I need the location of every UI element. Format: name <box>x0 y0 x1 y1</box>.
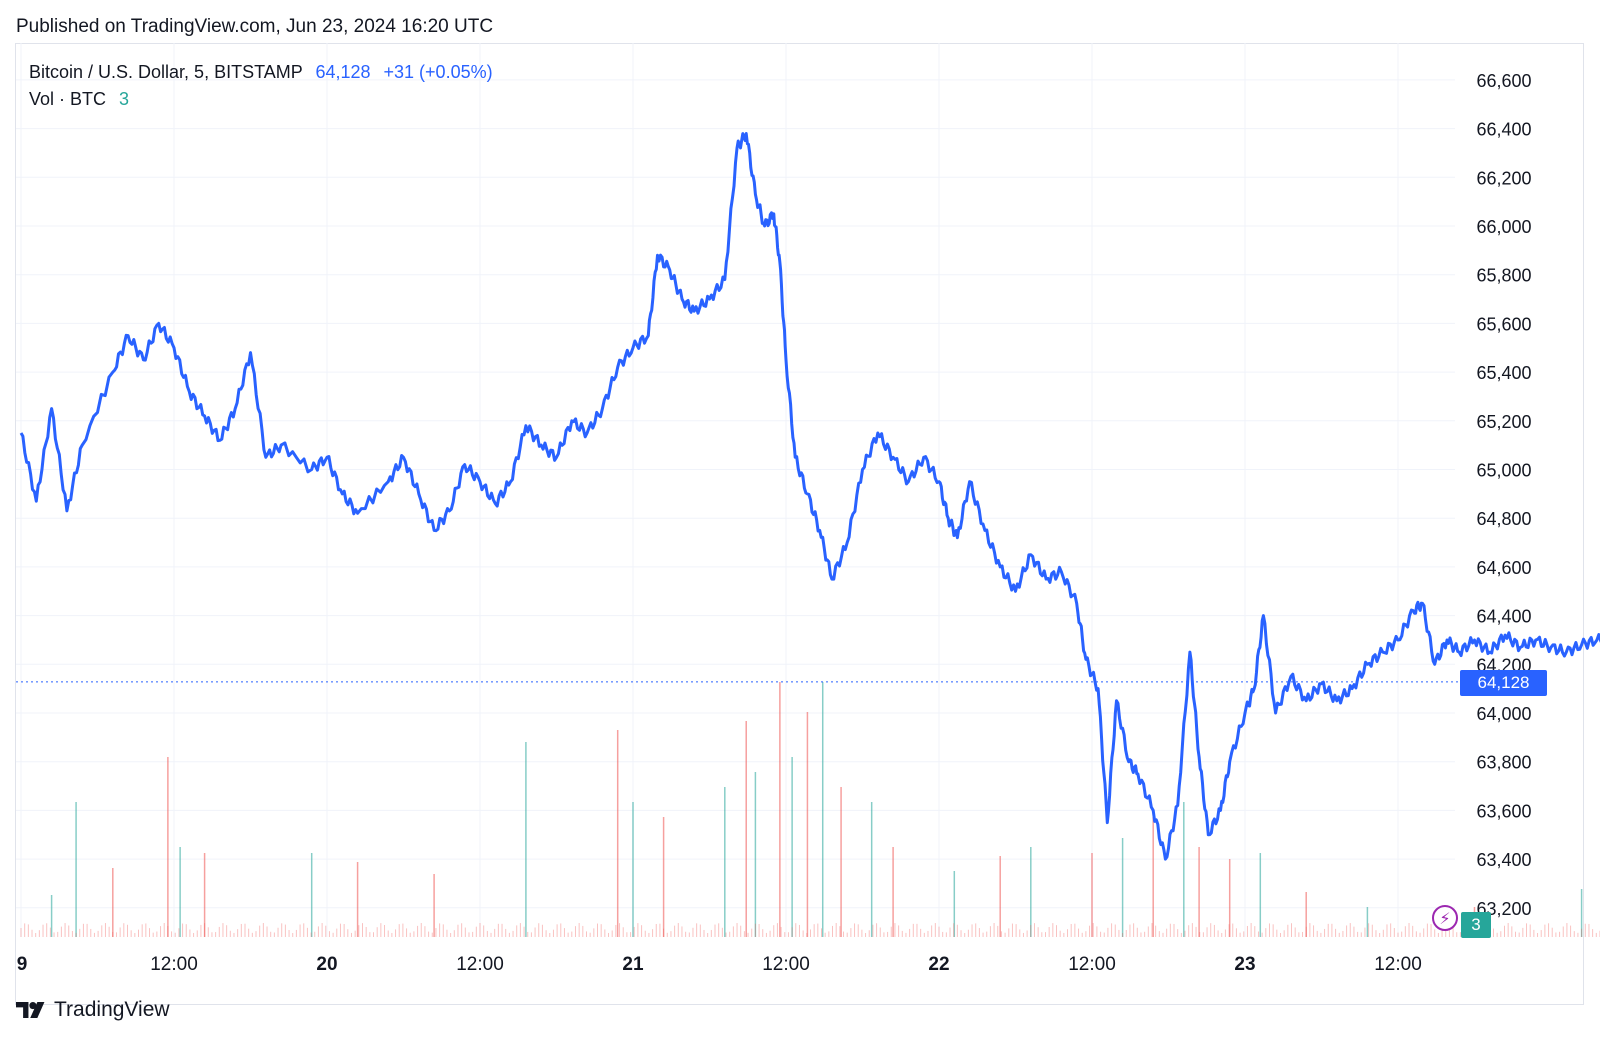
y-tick-label: 65,400 <box>1476 363 1531 383</box>
chart-frame[interactable] <box>15 43 1584 1005</box>
y-axis-labels: 66,600 66,400 66,200 66,000 65,800 65,600 65,4… <box>1476 71 1531 919</box>
y-tick-label: 65,200 <box>1476 412 1531 432</box>
x-tick-label: 12:00 <box>1068 954 1116 975</box>
x-axis-labels: 9 12:00 20 12:00 21 12:00 22 12:00 23 12:00 <box>17 954 1422 975</box>
volume-bars <box>20 682 1600 937</box>
legend-price: 64,128 <box>315 62 371 82</box>
volume-label[interactable]: Vol · BTC <box>29 89 107 109</box>
x-tick-label: 12:00 <box>1374 954 1422 975</box>
x-tick-label: 21 <box>622 954 644 975</box>
y-tick-label: 63,600 <box>1476 801 1531 821</box>
x-tick-label: 9 <box>17 954 28 975</box>
y-tick-label: 64,600 <box>1476 558 1531 578</box>
x-tick-label: 12:00 <box>456 954 504 975</box>
x-tick-label: 12:00 <box>150 954 198 975</box>
legend-change: +31 (+0.05%) <box>383 62 493 82</box>
x-tick-label: 12:00 <box>762 954 810 975</box>
footer-brand[interactable]: TradingView <box>16 998 170 1022</box>
tradingview-logo-icon <box>16 1002 45 1018</box>
y-tick-label: 65,600 <box>1476 314 1531 334</box>
x-tick-label: 20 <box>316 954 337 975</box>
y-tick-label: 66,000 <box>1476 217 1531 237</box>
y-tick-label: 64,000 <box>1476 704 1531 724</box>
grid <box>16 43 1455 937</box>
brand-name: TradingView <box>54 998 170 1021</box>
y-tick-label: 65,000 <box>1476 461 1531 481</box>
symbol-label[interactable]: Bitcoin / U.S. Dollar, 5, BITSTAMP <box>29 62 303 82</box>
lightning-icon[interactable]: ⚡ <box>1432 905 1458 931</box>
volume-value: 3 <box>119 89 130 109</box>
y-tick-label: 64,800 <box>1476 509 1531 529</box>
y-tick-label: 66,200 <box>1476 168 1531 188</box>
y-tick-label: 66,400 <box>1476 120 1531 140</box>
x-tick-label: 23 <box>1234 954 1255 975</box>
y-tick-label: 66,600 <box>1476 71 1531 91</box>
y-tick-label: 64,400 <box>1476 607 1531 627</box>
y-tick-label: 63,800 <box>1476 753 1531 773</box>
chart-legend: Bitcoin / U.S. Dollar, 5, BITSTAMP 64,12… <box>29 59 493 113</box>
x-tick-label: 22 <box>928 954 949 975</box>
published-caption: Published on TradingView.com, Jun 23, 20… <box>16 16 494 37</box>
last-price-tag: 64,128 <box>1460 670 1547 696</box>
price-line <box>19 132 1600 861</box>
y-tick-label: 63,400 <box>1476 850 1531 870</box>
volume-tag: 3 <box>1461 912 1491 938</box>
y-tick-label: 65,800 <box>1476 266 1531 286</box>
